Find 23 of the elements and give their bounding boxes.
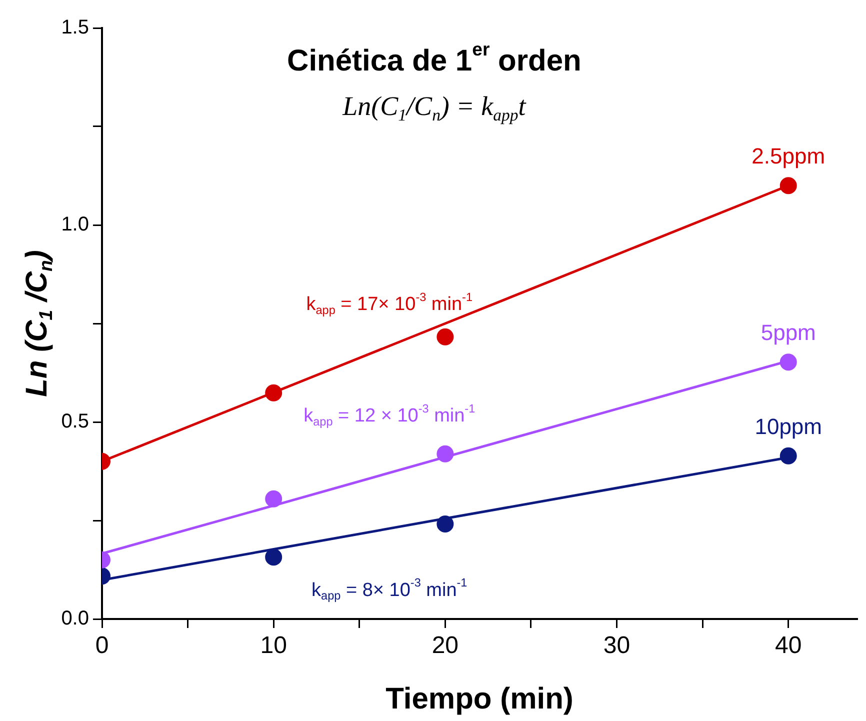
point bbox=[265, 548, 282, 566]
x-tick-label: 40 bbox=[775, 632, 802, 660]
point bbox=[436, 516, 454, 533]
y-tick-label: 0.5 bbox=[61, 410, 89, 433]
x-tick-label: 0 bbox=[95, 632, 109, 660]
point bbox=[265, 384, 282, 402]
series-label: 5ppm bbox=[760, 320, 816, 346]
point bbox=[265, 490, 282, 508]
y-tick-label: 1.5 bbox=[61, 16, 89, 39]
series-label: 2.5ppm bbox=[752, 144, 826, 169]
x-tick-label: 10 bbox=[260, 632, 287, 660]
y-tick-label: 1.0 bbox=[61, 214, 89, 236]
x-tick-label: 30 bbox=[603, 632, 630, 660]
point bbox=[780, 354, 797, 371]
series-label: 10ppm bbox=[754, 414, 822, 439]
point bbox=[780, 447, 797, 464]
x-tick-label: 20 bbox=[432, 632, 459, 660]
point bbox=[780, 177, 797, 194]
point bbox=[436, 445, 454, 462]
x-axis-title: Tiempo (min) bbox=[386, 682, 574, 716]
y-tick-label: 0.0 bbox=[61, 608, 89, 630]
point bbox=[436, 328, 454, 346]
y-axis-title: Ln (C1 /Cn) bbox=[20, 250, 56, 397]
